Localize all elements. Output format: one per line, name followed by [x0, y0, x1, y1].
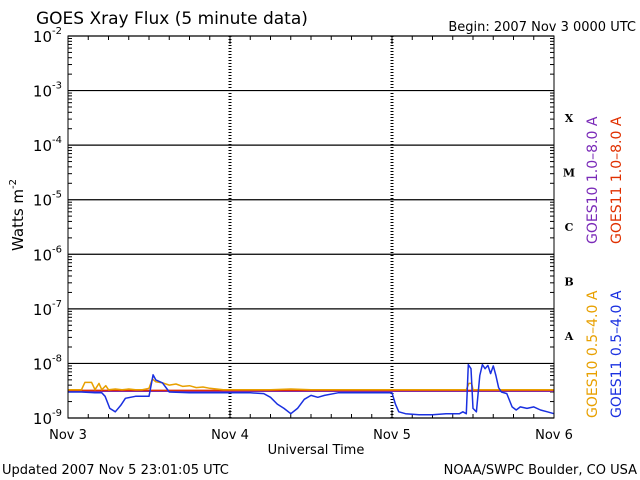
series-layer	[68, 363, 555, 416]
x-tick-label-3: Nov 6	[535, 428, 573, 443]
x-tick-label-0: Nov 3	[49, 428, 87, 443]
y-tick-base: 10	[33, 192, 52, 210]
y-axis-label: Watts m-2	[8, 179, 27, 251]
legend-item-1: GOES11 1.0–8.0 A	[609, 116, 625, 244]
begin-label: Begin: 2007 Nov 3 0000 UTC	[448, 20, 636, 35]
gridlines	[68, 35, 554, 419]
y-tick-base: 10	[33, 410, 52, 428]
y-tick-base: 10	[33, 246, 52, 264]
flare-class-label-c: C	[565, 221, 574, 234]
y-tick-label-6: 10-3	[33, 81, 62, 101]
x-axis-tick-labels: Nov 3 Nov 4 Nov 5 Nov 6	[49, 428, 573, 443]
y-tick-exponent: -3	[52, 81, 62, 92]
flare-class-label-a: A	[564, 330, 574, 343]
source-label: NOAA/SWPC Boulder, CO USA	[444, 463, 637, 478]
x-axis-ticks	[67, 36, 555, 418]
y-axis-label-exponent: -2	[8, 179, 19, 189]
y-tick-base: 10	[33, 301, 52, 319]
y-tick-exponent: -5	[52, 190, 62, 201]
y-tick-exponent: -6	[52, 244, 62, 255]
x-axis-label: Universal Time	[268, 443, 365, 458]
y-tick-exponent: -9	[52, 408, 62, 419]
y-tick-label-7: 10-2	[33, 26, 62, 46]
y-tick-label-0: 10-9	[33, 408, 62, 428]
y-tick-base: 10	[33, 83, 52, 101]
y-tick-base: 10	[33, 137, 52, 155]
y-tick-label-3: 10-6	[33, 244, 62, 264]
flare-class-labels: A B C M X	[563, 112, 575, 343]
flare-class-label-x: X	[565, 112, 574, 125]
y-tick-label-1: 10-8	[33, 353, 62, 373]
series-line-3	[68, 363, 555, 416]
legend: GOES10 1.0–8.0 A GOES11 1.0–8.0 A GOES10 0…	[585, 116, 625, 418]
y-tick-base: 10	[33, 28, 52, 46]
y-tick-label-4: 10-5	[33, 190, 62, 210]
y-axis-tick-labels: 10-910-810-710-610-510-410-310-2	[33, 26, 62, 428]
plot-frame	[67, 35, 555, 419]
y-tick-exponent: -7	[52, 299, 62, 310]
legend-item-3: GOES11 0.5–4.0 A	[609, 290, 625, 418]
y-axis-label-text: Watts m	[9, 189, 27, 251]
y-tick-exponent: -2	[52, 26, 62, 37]
flare-class-label-m: M	[563, 166, 575, 179]
y-tick-label-5: 10-4	[33, 135, 62, 155]
legend-item-2: GOES10 0.5–4.0 A	[585, 290, 601, 418]
x-tick-label-2: Nov 5	[373, 428, 411, 443]
flare-class-label-b: B	[564, 276, 573, 289]
y-tick-exponent: -4	[52, 135, 62, 146]
chart-title: GOES Xray Flux (5 minute data)	[36, 9, 308, 29]
y-tick-label-2: 10-7	[33, 299, 62, 319]
y-tick-base: 10	[33, 355, 52, 373]
updated-label: Updated 2007 Nov 5 23:01:05 UTC	[2, 463, 229, 478]
y-tick-exponent: -8	[52, 353, 62, 364]
legend-item-0: GOES10 1.0–8.0 A	[585, 116, 601, 244]
x-tick-label-1: Nov 4	[211, 428, 249, 443]
